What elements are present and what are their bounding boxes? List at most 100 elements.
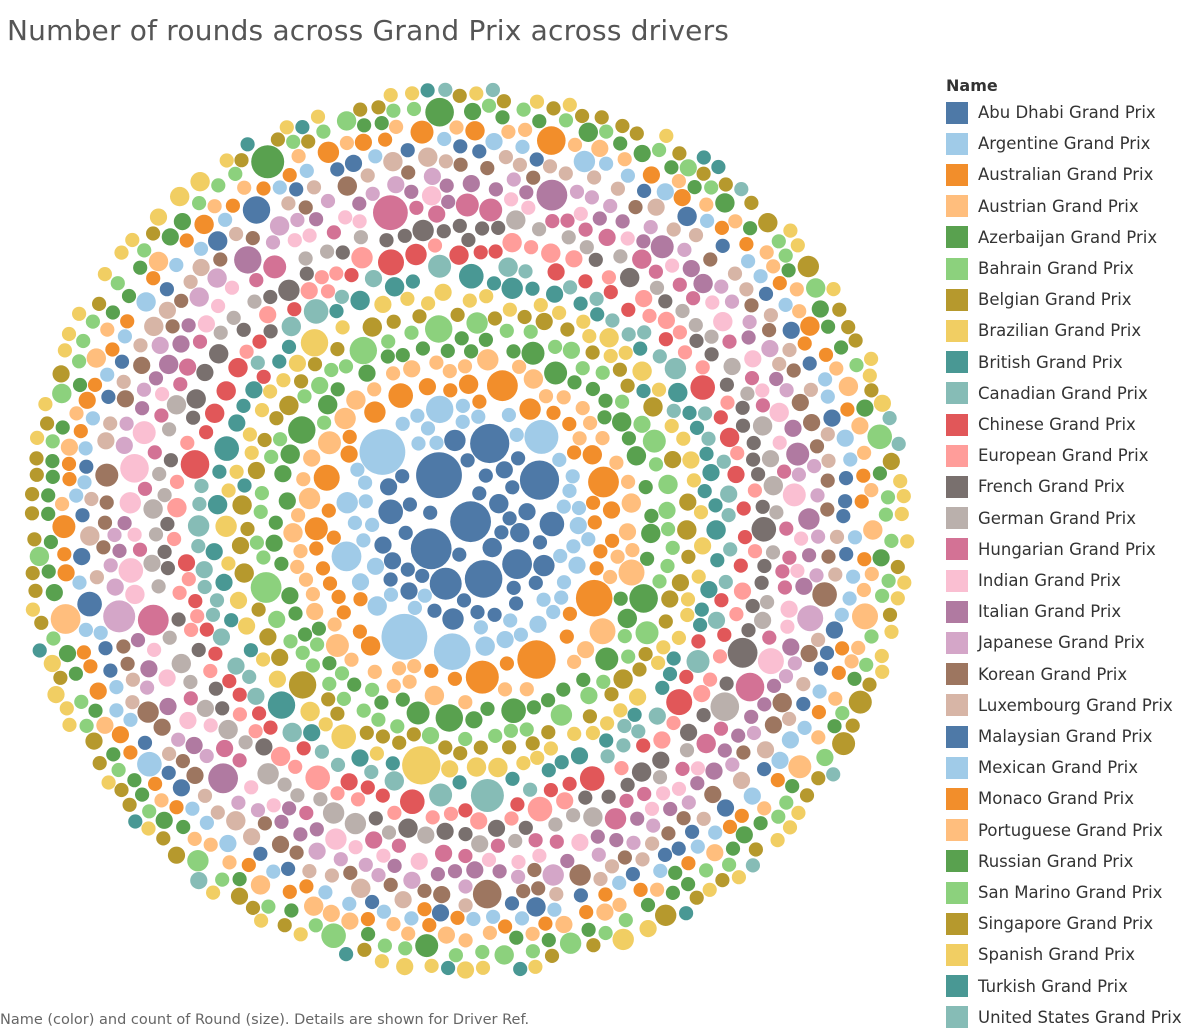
bubble[interactable]: Brazilian Grand Prix: [680, 592, 696, 607]
bubble[interactable]: Luxembourg Grand Prix: [803, 382, 819, 397]
bubble[interactable]: Mexican Grand Prix: [820, 389, 835, 404]
bubble[interactable]: Japanese Grand Prix: [171, 732, 186, 747]
bubble[interactable]: Canadian Grand Prix: [227, 657, 245, 675]
bubble[interactable]: Singapore Grand Prix: [655, 904, 677, 926]
bubble[interactable]: Chinese Grand Prix: [188, 594, 203, 609]
bubble[interactable]: Italian Grand Prix: [798, 508, 820, 530]
bubble[interactable]: Portuguese Grand Prix: [856, 582, 872, 598]
bubble[interactable]: Spanish Grand Prix: [72, 306, 87, 321]
bubble[interactable]: Australian Grand Prix: [326, 530, 341, 545]
bubble[interactable]: Belgian Grand Prix: [247, 461, 265, 480]
bubble[interactable]: Azerbaijan Grand Prix: [576, 672, 591, 688]
bubble[interactable]: Korean Grand Prix: [744, 298, 759, 313]
bubble[interactable]: Azerbaijan Grand Prix: [435, 704, 463, 732]
bubble[interactable]: Japanese Grand Prix: [626, 835, 641, 850]
bubble[interactable]: San Marino Grand Prix: [111, 762, 126, 778]
bubble[interactable]: Argentine Grand Prix: [496, 631, 514, 649]
bubble[interactable]: Chinese Grand Prix: [405, 243, 427, 266]
bubble[interactable]: Japanese Grand Prix: [365, 186, 380, 201]
bubble[interactable]: Indian Grand Prix: [790, 563, 805, 578]
bubble[interactable]: Luxembourg Grand Prix: [226, 811, 246, 831]
legend-item[interactable]: Hungarian Grand Prix: [946, 534, 1156, 565]
bubble[interactable]: San Marino Grand Prix: [516, 102, 531, 117]
bubble[interactable]: Canadian Grand Prix: [686, 650, 710, 673]
bubble[interactable]: Japanese Grand Prix: [290, 212, 305, 228]
bubble[interactable]: Argentine Grand Prix: [420, 421, 436, 436]
bubble[interactable]: Turkish Grand Prix: [679, 906, 694, 921]
bubble[interactable]: Spanish Grand Prix: [405, 86, 420, 101]
bubble[interactable]: Austrian Grand Prix: [293, 544, 308, 559]
bubble[interactable]: French Grand Prix: [689, 333, 704, 348]
bubble[interactable]: Russian Grand Prix: [232, 872, 247, 887]
bubble[interactable]: Mexican Grand Prix: [93, 625, 108, 640]
bubble[interactable]: European Grand Prix: [470, 812, 488, 830]
bubble[interactable]: Canadian Grand Prix: [666, 403, 681, 418]
bubble[interactable]: Chinese Grand Prix: [449, 245, 469, 265]
bubble[interactable]: Korean Grand Prix: [569, 864, 591, 886]
bubble[interactable]: Australian Grand Prix: [588, 466, 619, 498]
bubble[interactable]: Japanese Grand Prix: [103, 600, 136, 633]
bubble[interactable]: Monaco Grand Prix: [123, 745, 138, 760]
bubble[interactable]: Azerbaijan Grand Prix: [374, 695, 389, 710]
bubble[interactable]: Singapore Grand Prix: [24, 506, 40, 521]
bubble[interactable]: Italian Grand Prix: [140, 660, 158, 678]
bubble[interactable]: Mexican Grand Prix: [466, 911, 481, 927]
bubble[interactable]: Italian Grand Prix: [159, 697, 177, 716]
bubble[interactable]: Spanish Grand Prix: [475, 960, 491, 975]
bubble[interactable]: Argentine Grand Prix: [383, 587, 399, 602]
bubble[interactable]: Australian Grand Prix: [546, 405, 561, 420]
bubble[interactable]: European Grand Prix: [635, 290, 653, 308]
bubble[interactable]: British Grand Prix: [486, 276, 502, 291]
bubble[interactable]: European Grand Prix: [190, 609, 205, 624]
bubble[interactable]: Brazilian Grand Prix: [318, 717, 333, 732]
bubble[interactable]: Bahrain Grand Prix: [390, 719, 405, 734]
bubble[interactable]: Korean Grand Prix: [472, 879, 502, 909]
bubble[interactable]: Spanish Grand Prix: [659, 128, 674, 143]
bubble[interactable]: European Grand Prix: [320, 284, 336, 299]
bubble[interactable]: Monaco Grand Prix: [772, 276, 787, 291]
bubble[interactable]: Luxembourg Grand Prix: [593, 871, 608, 887]
bubble[interactable]: Brazilian Grand Prix: [502, 302, 517, 317]
bubble[interactable]: Bahrain Grand Prix: [658, 501, 676, 519]
bubble[interactable]: Azerbaijan Grand Prix: [526, 700, 542, 715]
bubble[interactable]: Mexican Grand Prix: [272, 180, 287, 195]
bubble[interactable]: Bahrain Grand Prix: [617, 629, 632, 644]
bubble[interactable]: Bahrain Grand Prix: [334, 666, 350, 681]
bubble[interactable]: Korean Grand Prix: [617, 850, 633, 865]
bubble[interactable]: Russian Grand Prix: [464, 102, 482, 121]
bubble[interactable]: Monaco Grand Prix: [642, 166, 661, 184]
bubble[interactable]: Indian Grand Prix: [656, 786, 671, 801]
bubble[interactable]: Singapore Grand Prix: [277, 918, 292, 933]
bubble[interactable]: Russian Grand Prix: [687, 180, 702, 195]
bubble[interactable]: European Grand Prix: [427, 238, 443, 253]
bubble[interactable]: Austrian Grand Prix: [618, 523, 637, 541]
bubble[interactable]: Italian Grand Prix: [274, 814, 289, 829]
bubble[interactable]: Spanish Grand Prix: [114, 245, 129, 260]
bubble[interactable]: Belgian Grand Prix: [294, 374, 309, 389]
bubble[interactable]: Brazilian Grand Prix: [434, 283, 452, 301]
bubble[interactable]: British Grand Prix: [633, 341, 648, 356]
bubble[interactable]: Austrian Grand Prix: [283, 523, 303, 543]
bubble[interactable]: British Grand Prix: [267, 691, 296, 719]
bubble[interactable]: Argentine Grand Prix: [455, 414, 470, 429]
bubble[interactable]: Singapore Grand Prix: [230, 887, 249, 905]
bubble[interactable]: Argentine Grand Prix: [359, 429, 406, 475]
bubble[interactable]: German Grand Prix: [290, 788, 305, 803]
bubble[interactable]: San Marino Grand Prix: [85, 314, 100, 329]
bubble[interactable]: San Marino Grand Prix: [377, 938, 392, 953]
bubble[interactable]: Hungarian Grand Prix: [183, 691, 198, 706]
bubble[interactable]: Chinese Grand Prix: [719, 427, 740, 448]
bubble[interactable]: Argentine Grand Prix: [553, 548, 568, 564]
bubble[interactable]: Portuguese Grand Prix: [50, 604, 81, 634]
bubble[interactable]: Azerbaijan Grand Prix: [311, 621, 326, 636]
bubble[interactable]: Monaco Grand Prix: [282, 884, 297, 899]
bubble[interactable]: Portuguese Grand Prix: [759, 245, 774, 260]
bubble[interactable]: Chinese Grand Prix: [287, 302, 302, 317]
bubble[interactable]: Spanish Grand Prix: [206, 885, 221, 900]
bubble[interactable]: Chinese Grand Prix: [177, 554, 196, 572]
bubble[interactable]: Brazilian Grand Prix: [599, 328, 619, 348]
bubble[interactable]: Spanish Grand Prix: [894, 506, 909, 522]
bubble[interactable]: Belgian Grand Prix: [638, 647, 653, 662]
bubble[interactable]: Malaysian Grand Prix: [98, 641, 113, 656]
bubble[interactable]: Portuguese Grand Prix: [555, 915, 573, 934]
